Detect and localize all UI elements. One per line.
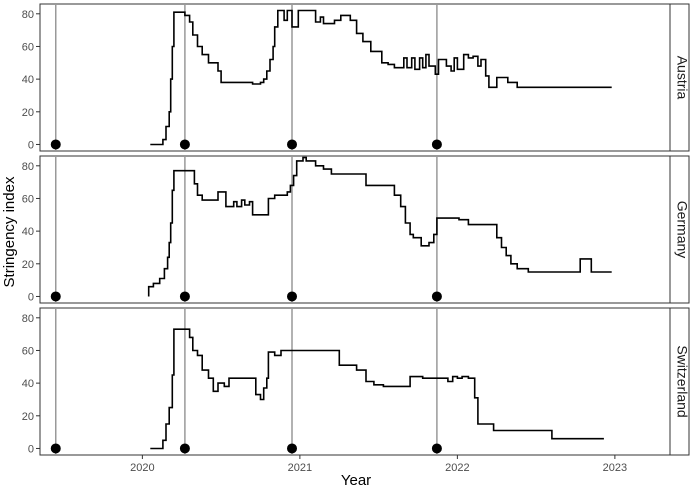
- panel-switzerland: 0 20 40 60 80 Switzerland: [22, 307, 690, 456]
- y-tick-label: 80: [22, 161, 34, 173]
- series-line-switzerland: [150, 328, 604, 450]
- panel-germany: 0 20 40 60 80 Germany: [22, 155, 690, 304]
- y-tick-label: 40: [22, 226, 34, 238]
- event-marker: [50, 443, 61, 454]
- event-marker: [179, 443, 190, 454]
- facet-strip: Germany: [669, 155, 690, 304]
- x-axis: 2020 2021 2022 2023: [130, 455, 627, 474]
- series-line-germany: [147, 156, 612, 297]
- y-tick-label: 0: [28, 443, 34, 455]
- x-tick-label: 2022: [445, 462, 469, 474]
- y-tick-label: 0: [28, 291, 34, 303]
- facet-strip-box: [669, 307, 690, 456]
- facet-panels: 0 20 40 60 80 Austria 0 20 40 60 80 Germany 0 20 40 60 8…: [22, 3, 690, 456]
- event-marker: [179, 139, 190, 150]
- event-marker: [179, 291, 190, 302]
- panel-border: [39, 155, 671, 304]
- y-tick-label: 20: [22, 259, 34, 271]
- event-marker: [431, 443, 442, 454]
- event-marker: [287, 139, 297, 150]
- event-marker: [287, 291, 297, 302]
- panel-border: [39, 307, 671, 456]
- x-tick-label: 2020: [130, 462, 154, 474]
- facet-strip-box: [669, 3, 690, 152]
- event-marker: [431, 291, 442, 302]
- event-marker: [50, 291, 61, 302]
- facet-strip-label: Switzerland: [674, 345, 690, 417]
- y-axis-title: Stringency index: [1, 176, 18, 287]
- y-tick-label: 20: [22, 107, 34, 119]
- x-tick-label: 2023: [603, 462, 627, 474]
- panel-border: [39, 3, 671, 152]
- event-marker: [287, 443, 297, 454]
- facet-strip: Switzerland: [669, 307, 690, 456]
- y-tick-label: 20: [22, 411, 34, 423]
- event-marker: [50, 139, 61, 150]
- y-tick-label: 60: [22, 193, 34, 205]
- facet-strip-label: Austria: [674, 56, 690, 100]
- y-tick-label: 40: [22, 74, 34, 86]
- panel-austria: 0 20 40 60 80 Austria: [22, 3, 690, 152]
- facet-strip-label: Germany: [674, 201, 690, 259]
- y-tick-label: 60: [22, 41, 34, 53]
- x-tick-label: 2021: [288, 462, 312, 474]
- y-tick-label: 40: [22, 378, 34, 390]
- facet-strip: Austria: [669, 3, 690, 152]
- y-tick-label: 80: [22, 313, 34, 325]
- event-marker: [431, 139, 442, 150]
- y-tick-label: 60: [22, 345, 34, 357]
- series-line-austria: [150, 9, 612, 146]
- x-axis-title: Year: [341, 472, 371, 489]
- facet-strip-box: [669, 155, 690, 304]
- y-tick-label: 80: [22, 9, 34, 21]
- y-tick-label: 0: [28, 139, 34, 151]
